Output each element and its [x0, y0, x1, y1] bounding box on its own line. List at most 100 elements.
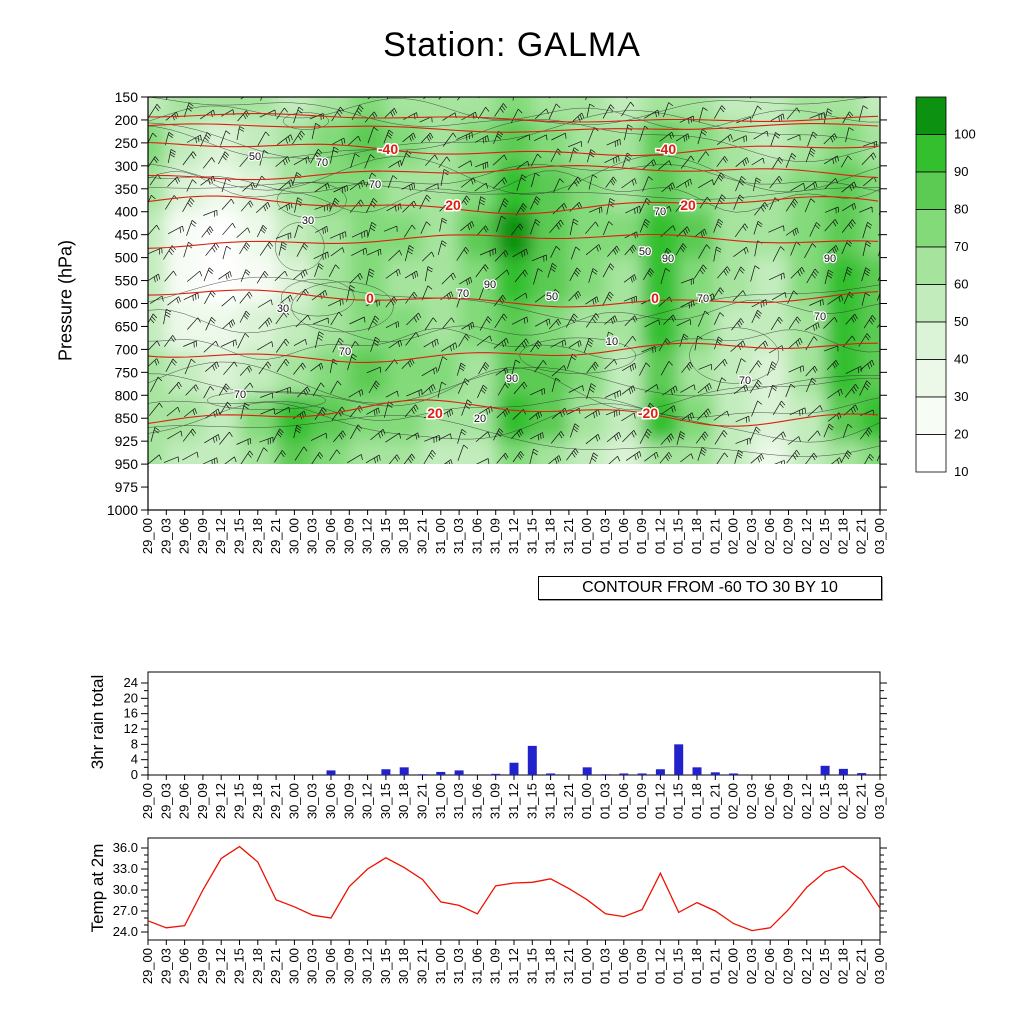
- x-tick-label: 01_03: [598, 518, 613, 554]
- rain-ytick-label: 24: [124, 675, 138, 690]
- pressure-tick-label: 700: [115, 341, 139, 357]
- colorbar-swatch: [915, 246, 947, 285]
- black-contour-label: 70: [697, 293, 709, 305]
- x-tick-label: 01_15: [671, 783, 686, 819]
- black-contour-label: 70: [457, 288, 469, 300]
- colorbar-swatch: [915, 96, 947, 135]
- x-tick-label: 31_18: [543, 948, 558, 984]
- rain-bar: [582, 767, 592, 775]
- red-contour-label: -40: [378, 141, 398, 157]
- x-tick-label: 31_12: [506, 518, 521, 554]
- x-tick-label: 30_15: [378, 518, 393, 554]
- x-tick-label: 02_21: [854, 948, 869, 984]
- x-tick-label: 29_06: [177, 518, 192, 554]
- red-contour-label: 20: [445, 197, 461, 213]
- rain-bar: [436, 771, 446, 775]
- black-contour-label: 90: [506, 373, 518, 385]
- colorbar-swatch: [915, 434, 947, 473]
- rain-bar: [454, 770, 464, 775]
- pressure-tick-label: 975: [115, 479, 139, 495]
- x-tick-label: 02_03: [744, 948, 759, 984]
- x-tick-label: 30_18: [396, 948, 411, 984]
- x-tick-label: 29_06: [177, 948, 192, 984]
- x-tick-label: 02_03: [744, 783, 759, 819]
- x-tick-label: 02_21: [854, 783, 869, 819]
- colorbar-swatch: [915, 171, 947, 210]
- x-tick-label: 30_21: [415, 948, 430, 984]
- rain-bar: [326, 770, 336, 775]
- rain-frame: [147, 671, 881, 776]
- x-tick-label: 03_00: [872, 948, 887, 984]
- x-tick-label: 01_12: [652, 948, 667, 984]
- rain-ytick-label: 0: [131, 767, 138, 782]
- x-tick-label: 30_15: [378, 783, 393, 819]
- x-tick-label: 29_03: [158, 948, 173, 984]
- colorbar-label: 10: [954, 464, 968, 479]
- rain-bar: [491, 773, 501, 775]
- red-contour-label: 0: [366, 290, 374, 306]
- rain-bar: [857, 773, 867, 775]
- x-tick-label: 02_15: [817, 783, 832, 819]
- rain-bar: [527, 745, 537, 775]
- pressure-tick-label: 800: [115, 387, 139, 403]
- colorbar-swatch: [915, 396, 947, 435]
- temp-ytick-label: 36.0: [113, 840, 138, 855]
- x-tick-label: 30_06: [323, 948, 338, 984]
- temp-ytick-label: 27.0: [113, 903, 138, 918]
- x-tick-label: 02_03: [744, 518, 759, 554]
- contour-note: CONTOUR FROM -60 TO 30 BY 10: [538, 576, 882, 600]
- x-tick-label: 02_18: [835, 948, 850, 984]
- x-tick-label: 29_00: [140, 948, 155, 984]
- pressure-tick-label: 750: [115, 364, 139, 380]
- x-tick-label: 29_21: [268, 783, 283, 819]
- pressure-tick-label: 150: [115, 89, 139, 105]
- x-tick-label: 02_12: [799, 518, 814, 554]
- x-tick-label: 31_21: [561, 948, 576, 984]
- colorbar-label: 100: [954, 127, 976, 142]
- colorbar-swatch: [915, 359, 947, 398]
- pressure-tick-label: 950: [115, 456, 139, 472]
- x-tick-label: 01_06: [616, 948, 631, 984]
- black-contour-label: 70: [339, 346, 351, 358]
- rain-bar: [601, 774, 610, 775]
- pressure-tick-label: 450: [115, 227, 139, 243]
- x-tick-label: 02_09: [781, 518, 796, 554]
- colorbar: 100 90 80 70 60 50 40 30 20 10: [915, 96, 976, 479]
- x-tick-label: 29_00: [140, 783, 155, 819]
- x-tick-label: 01_00: [579, 948, 594, 984]
- x-tick-label: 01_09: [634, 948, 649, 984]
- colorbar-swatch: [915, 284, 947, 323]
- x-tick-label: 01_12: [652, 783, 667, 819]
- x-tick-label: 29_09: [195, 783, 210, 819]
- red-contour-label: 20: [680, 197, 696, 213]
- colorbar-label: 90: [954, 164, 968, 179]
- x-tick-label: 01_00: [579, 518, 594, 554]
- colorbar-label: 70: [954, 239, 968, 254]
- x-tick-label: 02_21: [854, 518, 869, 554]
- humidity-shading-layer: [148, 97, 880, 464]
- x-tick-label: 30_03: [305, 948, 320, 984]
- x-tick-label: 31_00: [433, 518, 448, 554]
- black-contour-label: 30: [277, 303, 289, 315]
- x-tick-label: 29_06: [177, 783, 192, 819]
- x-tick-label: 31_21: [561, 518, 576, 554]
- x-tick-label: 02_00: [726, 948, 741, 984]
- x-tick-label: 29_12: [213, 518, 228, 554]
- x-tick-label: 29_12: [213, 948, 228, 984]
- rain-bar: [838, 768, 848, 775]
- x-tick-label: 31_12: [506, 783, 521, 819]
- colorbar-label: 40: [954, 352, 968, 367]
- x-tick-label: 30_09: [341, 948, 356, 984]
- black-contour-label: 50: [546, 291, 558, 303]
- black-contour-label: 50: [249, 151, 261, 163]
- x-tick-label: 01_18: [689, 948, 704, 984]
- x-tick-label: 29_21: [268, 948, 283, 984]
- temp-frame: [147, 837, 881, 941]
- x-tick-label: 31_21: [561, 783, 576, 819]
- rain-ytick-label: 8: [131, 736, 138, 751]
- rain-bar: [546, 773, 556, 775]
- x-tick-label: 31_00: [433, 948, 448, 984]
